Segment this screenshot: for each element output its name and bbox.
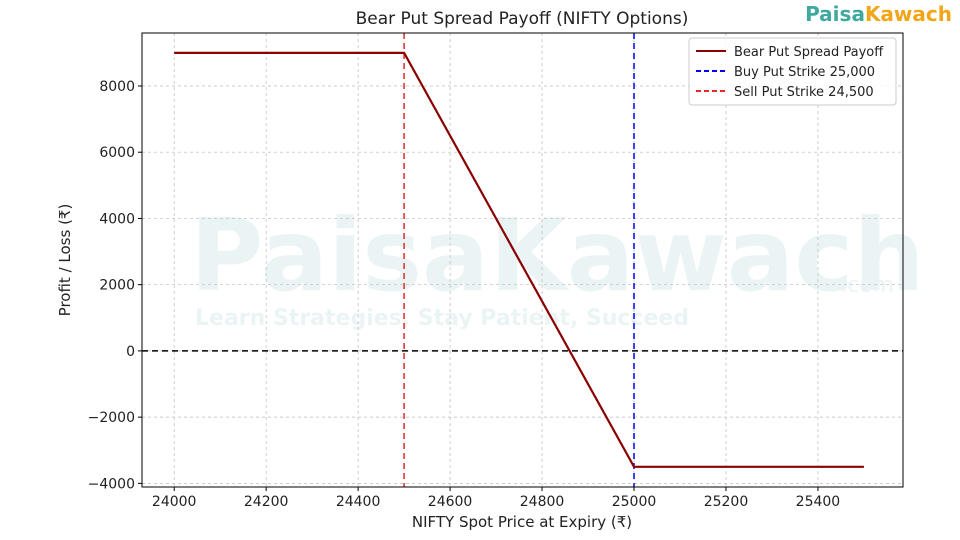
chart-title: Bear Put Spread Payoff (NIFTY Options): [356, 9, 689, 29]
legend-label: Bear Put Spread Payoff: [734, 45, 884, 60]
x-tick-label: 25400: [796, 494, 841, 510]
x-tick-label: 24200: [244, 494, 289, 510]
y-tick-label: 6000: [99, 145, 135, 161]
y-axis-label: Profit / Loss (₹): [56, 204, 74, 317]
x-tick-label: 25000: [612, 494, 657, 510]
legend-label: Buy Put Strike 25,000: [734, 65, 875, 80]
payoff-line: [174, 51, 864, 468]
legend-label: Sell Put Strike 24,500: [734, 85, 874, 100]
y-tick-label: −2000: [88, 410, 135, 426]
watermark-suffix: .com: [840, 273, 894, 298]
y-tick-label: 8000: [99, 79, 135, 95]
y-tick-label: 0: [126, 344, 135, 360]
x-tick-label: 24800: [520, 494, 565, 510]
y-tick-label: −4000: [88, 476, 135, 492]
plot-frame: [141, 32, 904, 488]
legend: Bear Put Spread Payoff Buy Put Strike 25,…: [688, 37, 897, 106]
watermark-text: PaisaKawach: [190, 197, 925, 314]
x-tick-label: 24600: [428, 494, 473, 510]
watermark: PaisaKawach .com Learn Strategies, Stay …: [190, 197, 925, 331]
x-tick-label: 25200: [704, 494, 749, 510]
watermark-tagline: Learn Strategies, Stay Patient, Succeed: [195, 306, 689, 331]
y-tick-label: 2000: [99, 278, 135, 294]
logo: PaisaKawach: [805, 2, 952, 26]
x-axis-label: NIFTY Spot Price at Expiry (₹): [412, 513, 632, 531]
y-tick-label: 4000: [99, 211, 135, 227]
x-tick-label: 24000: [152, 494, 197, 510]
x-tick-label: 24400: [336, 494, 381, 510]
